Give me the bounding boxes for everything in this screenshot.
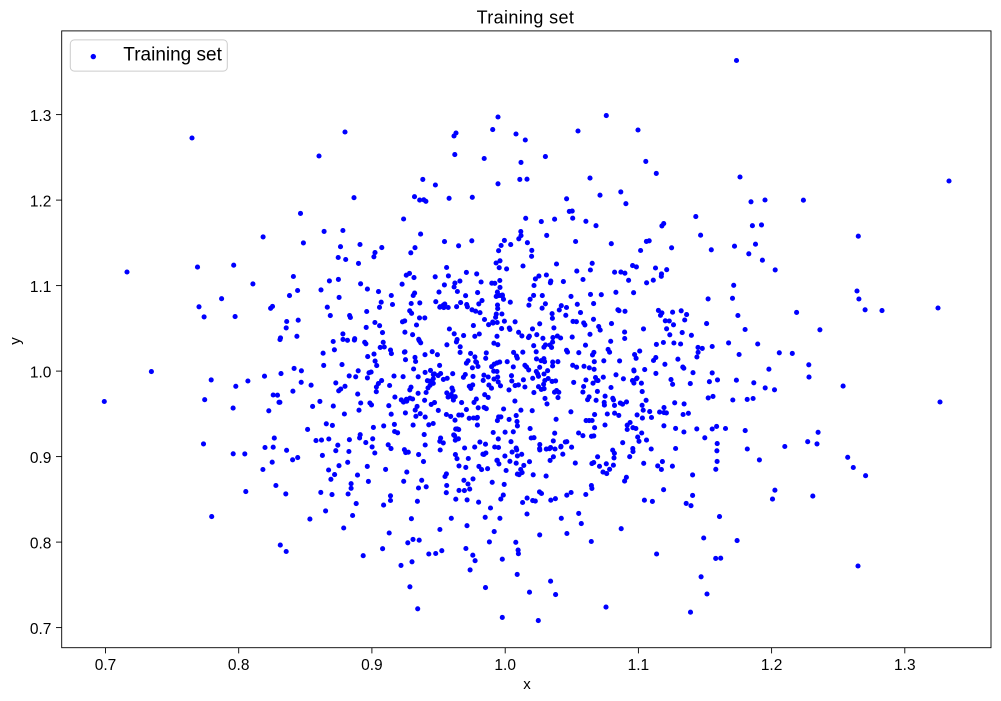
- svg-text:1.3: 1.3: [30, 108, 52, 125]
- svg-text:0.7: 0.7: [30, 621, 52, 638]
- svg-text:1.1: 1.1: [628, 657, 650, 674]
- svg-text:0.7: 0.7: [95, 657, 117, 674]
- svg-text:1.0: 1.0: [30, 365, 52, 382]
- svg-text:Training set: Training set: [123, 45, 222, 66]
- svg-text:1.0: 1.0: [494, 657, 516, 674]
- svg-text:x: x: [523, 676, 531, 693]
- svg-text:0.8: 0.8: [30, 536, 52, 553]
- svg-text:0.9: 0.9: [30, 450, 52, 467]
- svg-text:1.2: 1.2: [30, 194, 52, 211]
- svg-text:1.2: 1.2: [761, 657, 783, 674]
- svg-text:1.1: 1.1: [30, 279, 52, 296]
- svg-text:0.9: 0.9: [361, 657, 383, 674]
- svg-text:0.8: 0.8: [228, 657, 250, 674]
- svg-text:Training set: Training set: [477, 8, 575, 28]
- svg-text:y: y: [7, 337, 24, 345]
- svg-text:1.3: 1.3: [894, 657, 916, 674]
